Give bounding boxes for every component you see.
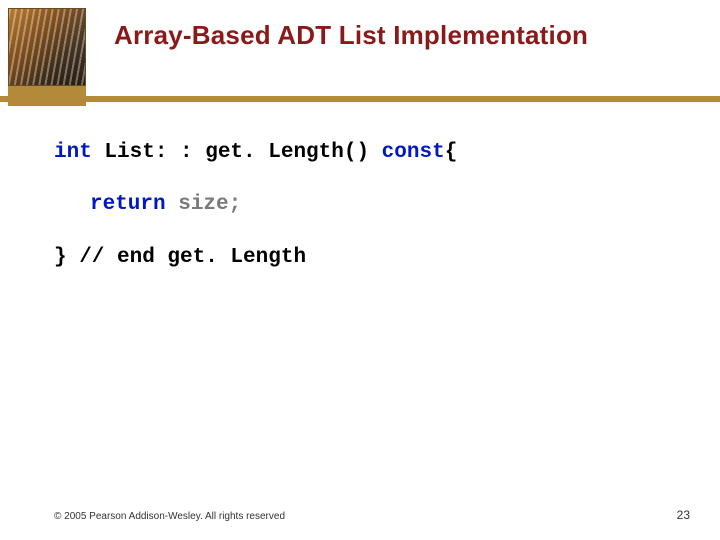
code-line-2: return size; bbox=[54, 192, 680, 218]
keyword-return: return bbox=[90, 193, 166, 216]
footer: © 2005 Pearson Addison-Wesley. All right… bbox=[54, 508, 690, 522]
slide: Array-Based ADT List Implementation int … bbox=[0, 0, 720, 540]
page-number: 23 bbox=[677, 508, 690, 522]
code-text: { bbox=[445, 141, 458, 164]
code-line-3: } // end get. Length bbox=[54, 245, 680, 271]
slide-title: Array-Based ADT List Implementation bbox=[114, 20, 588, 51]
code-line-1: int List: : get. Length() const{ bbox=[54, 140, 680, 166]
code-text-muted: size; bbox=[166, 193, 242, 216]
code-text: List: : get. Length() bbox=[92, 141, 382, 164]
code-block: int List: : get. Length() const{ return … bbox=[54, 140, 680, 297]
keyword-const: const bbox=[382, 141, 445, 164]
copyright-text: © 2005 Pearson Addison-Wesley. All right… bbox=[54, 511, 285, 522]
accent-bar bbox=[0, 96, 720, 102]
keyword-int: int bbox=[54, 141, 92, 164]
corner-decorative-image bbox=[8, 8, 86, 86]
code-text: } // end get. Length bbox=[54, 246, 306, 269]
title-bar: Array-Based ADT List Implementation bbox=[86, 8, 712, 86]
